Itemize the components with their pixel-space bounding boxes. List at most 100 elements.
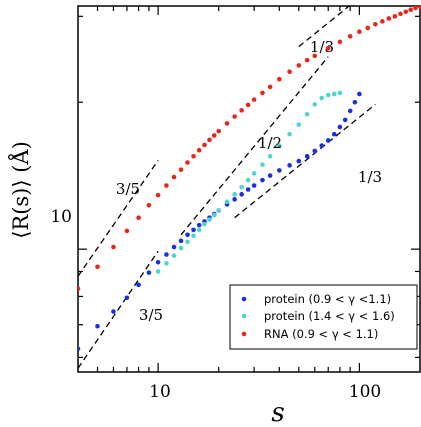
series-0-point-0 [78, 346, 81, 352]
series-2-point-11 [191, 153, 196, 159]
x-axis-label: s [271, 398, 284, 427]
series-1-point-4 [185, 239, 190, 245]
x-tick-label-100: 100 [349, 382, 381, 402]
guide-line-2 [180, 56, 329, 236]
series-2-point-17 [224, 121, 230, 126]
series-2-point-37 [392, 14, 398, 19]
series-2-point-41 [413, 6, 418, 11]
series-0-point-9 [178, 238, 184, 244]
series-0-point-10 [185, 232, 190, 238]
annotation-slope-1-2: 1/2 [258, 134, 282, 152]
series-0-point-27 [304, 153, 310, 159]
series-2-point-40 [408, 7, 414, 13]
x-tick-label-10: 10 [149, 382, 171, 402]
series-0-point-26 [296, 158, 302, 164]
series-2-point-1 [95, 264, 100, 270]
series-1-point-18 [277, 143, 282, 148]
series-0-point-7 [164, 252, 169, 257]
series-2-point-35 [380, 19, 385, 24]
annotation-slope-lower-3-5: 3/5 [139, 306, 163, 324]
legend-label-rna: RNA (0.9 < γ < 1.1) [264, 327, 378, 341]
y-axis-label: ⟨R(s)⟩ (Å) [8, 141, 33, 239]
series-2-point-30 [337, 39, 343, 45]
series-0-point-36 [357, 91, 362, 97]
axis-ticks [78, 6, 420, 372]
series-2-point-36 [386, 16, 392, 21]
series-2-point-39 [403, 9, 409, 15]
legend-label-protein-gamma-1: protein (0.9 < γ <1.1) [264, 292, 391, 306]
series-1-point-2 [171, 253, 177, 258]
legend-marker-protein-gamma-1 [241, 296, 247, 302]
series-2-point-33 [365, 25, 371, 31]
series-1-point-7 [202, 221, 207, 227]
series-1-point-5 [191, 233, 196, 239]
series-2-point-14 [207, 137, 212, 143]
series-1-point-8 [207, 217, 212, 222]
guide-line-4 [298, 6, 351, 48]
legend-marker-rna [241, 331, 247, 337]
series-0-point-8 [171, 244, 177, 250]
series-1-point-16 [260, 162, 265, 167]
series-2-point-12 [196, 147, 202, 153]
series-2-point-9 [178, 167, 184, 172]
series-1-point-26 [337, 90, 343, 96]
series-2-point-6 [155, 192, 161, 198]
series-2-point-25 [287, 69, 292, 75]
series-2-point-32 [357, 29, 362, 35]
series-2-point-23 [267, 84, 273, 90]
series-0-point-2 [111, 309, 116, 314]
series-1-point-0 [155, 269, 161, 274]
legend-label-protein-gamma-1-5: protein (1.4 < γ < 1.6) [264, 309, 395, 323]
guide-line-1 [78, 250, 159, 369]
series-1-point-3 [178, 245, 184, 251]
series-0-point-34 [347, 108, 353, 114]
series-0-point-31 [331, 131, 337, 137]
series-2-point-10 [185, 160, 190, 165]
series-0-point-33 [342, 117, 348, 123]
series-0-point-6 [155, 259, 161, 265]
series-1-point-6 [196, 227, 202, 233]
series-2-point-34 [373, 21, 378, 27]
series-1-point-10 [216, 208, 221, 213]
series-2-point-22 [260, 90, 265, 96]
series-2-point-2 [111, 244, 116, 250]
series-2-point-13 [202, 142, 207, 148]
series-0-point-3 [124, 295, 130, 301]
series-2-point-7 [164, 183, 169, 188]
series-1-point-21 [304, 111, 310, 117]
guide-lines [78, 6, 376, 369]
series-1-point-14 [245, 177, 251, 183]
series-1-point-22 [312, 102, 318, 107]
series-1-point-24 [325, 92, 331, 98]
series-2-point-28 [312, 53, 318, 59]
series-0-point-20 [245, 187, 251, 192]
series-2-point-19 [239, 108, 244, 113]
legend-marker-protein-gamma-1-5 [241, 313, 247, 319]
series-2-point-0 [78, 286, 81, 291]
legend: protein (0.9 < γ <1.1) protein (1.4 < γ … [229, 284, 418, 350]
guide-line-0 [78, 160, 159, 277]
series-2-point-8 [171, 174, 177, 180]
series-1-point-13 [239, 184, 244, 190]
series-1-point-25 [331, 91, 337, 97]
series-0-point-18 [232, 197, 237, 202]
series-1-point-19 [287, 131, 292, 137]
series-1-point-11 [224, 199, 230, 205]
series-2-point-29 [325, 46, 331, 51]
series-0-point-1 [95, 323, 100, 329]
series-2-point-31 [347, 34, 353, 39]
series-2-point-3 [124, 228, 130, 234]
series-0-point-35 [352, 99, 358, 105]
series-1-point-9 [211, 212, 217, 218]
series-0-point-29 [319, 143, 325, 148]
series-2-point-38 [398, 11, 403, 17]
series-0-point-23 [267, 173, 273, 178]
series-0-point-24 [277, 168, 282, 173]
series-0-point-30 [325, 138, 331, 143]
series-2-point-27 [304, 57, 310, 63]
series-2-point-26 [296, 63, 302, 68]
series-0-point-22 [260, 177, 265, 183]
series-2-point-20 [245, 102, 251, 108]
series-0-point-32 [337, 124, 343, 130]
series-0-point-19 [239, 192, 244, 197]
